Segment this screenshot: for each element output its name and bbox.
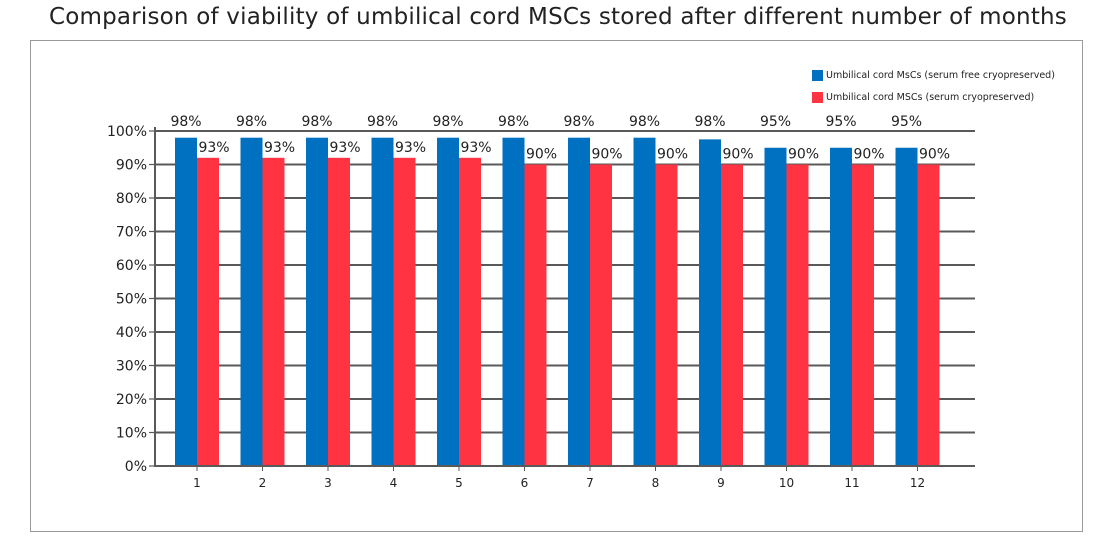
data-label-serum: 90% xyxy=(788,147,819,163)
x-tick-label: 9 xyxy=(717,476,725,490)
legend-label-serum: Umbilical cord MSCs (serum cryopreserved… xyxy=(826,92,1035,103)
x-tick-label: 4 xyxy=(390,476,398,490)
bar-serum xyxy=(655,164,678,466)
data-label-serum-free: 95% xyxy=(825,114,856,130)
data-label-serum-free: 95% xyxy=(760,114,791,130)
data-label-serum-free: 98% xyxy=(432,114,463,130)
data-label-serum-free: 98% xyxy=(694,114,725,130)
bar-serum xyxy=(197,157,219,467)
data-label-serum: 90% xyxy=(526,147,557,163)
bar-serum xyxy=(721,164,743,466)
bar-serum-free xyxy=(175,137,197,466)
bar-serum-free xyxy=(633,137,656,466)
y-tick-label: 0% xyxy=(125,459,147,475)
bar-serum-free xyxy=(306,137,328,466)
data-label-serum: 93% xyxy=(264,140,295,156)
y-tick-label: 50% xyxy=(116,292,147,308)
data-label-serum: 90% xyxy=(591,147,622,163)
bar-serum-free xyxy=(437,137,459,466)
bar-serum xyxy=(459,157,481,467)
x-tick-label: 7 xyxy=(586,476,594,490)
legend-item-serum-free: Umbilical cord MsCs (serum free cryopres… xyxy=(812,66,1055,85)
x-tick-label: 3 xyxy=(324,476,332,490)
data-label-serum: 90% xyxy=(919,147,950,163)
bar-serum-free xyxy=(240,137,263,466)
data-label-serum: 93% xyxy=(395,140,426,156)
data-label-serum: 93% xyxy=(198,140,229,156)
chart-title: Comparison of viability of umbilical cor… xyxy=(49,4,1067,30)
y-tick-label: 60% xyxy=(116,258,147,274)
legend-item-serum: Umbilical cord MSCs (serum cryopreserved… xyxy=(812,88,1055,107)
data-label-serum-free: 98% xyxy=(170,114,201,130)
bar-serum-free xyxy=(502,137,525,466)
y-tick-label: 30% xyxy=(116,359,147,375)
bar-serum-free xyxy=(830,147,852,466)
bar-serum-free xyxy=(764,147,787,466)
legend-swatch-serum-free xyxy=(812,70,823,81)
y-tick-label: 90% xyxy=(116,158,147,174)
data-label-serum-free: 98% xyxy=(563,114,594,130)
x-tick-label: 12 xyxy=(910,476,925,490)
data-label-serum: 93% xyxy=(460,140,491,156)
data-label-serum-free: 98% xyxy=(498,114,529,130)
x-tick-label: 11 xyxy=(844,476,859,490)
y-tick-label: 100% xyxy=(107,124,147,140)
bar-serum xyxy=(328,157,350,467)
legend-swatch-serum xyxy=(812,92,823,103)
y-tick-label: 80% xyxy=(116,191,147,207)
bar-serum xyxy=(590,164,612,466)
x-tick-label: 8 xyxy=(652,476,660,490)
bar-serum xyxy=(524,164,547,466)
data-label-serum-free: 98% xyxy=(367,114,398,130)
x-tick-label: 10 xyxy=(779,476,794,490)
chart-frame xyxy=(30,40,1083,532)
bar-serum-free xyxy=(371,137,394,466)
data-label-serum-free: 95% xyxy=(891,114,922,130)
bar-serum xyxy=(852,164,874,466)
data-label-serum-free: 98% xyxy=(301,114,332,130)
data-label-serum: 93% xyxy=(329,140,360,156)
y-tick-label: 40% xyxy=(116,325,147,341)
y-tick-label: 20% xyxy=(116,392,147,408)
bar-serum xyxy=(917,164,940,466)
data-label-serum: 90% xyxy=(853,147,884,163)
legend-label-serum-free: Umbilical cord MsCs (serum free cryopres… xyxy=(826,70,1055,81)
y-tick-label: 70% xyxy=(116,225,147,241)
x-tick-label: 2 xyxy=(259,476,267,490)
bar-serum xyxy=(262,157,285,467)
data-label-serum: 90% xyxy=(657,147,688,163)
bar-serum-free xyxy=(699,139,721,466)
y-tick-label: 10% xyxy=(116,426,147,442)
x-tick-label: 5 xyxy=(455,476,463,490)
data-label-serum-free: 98% xyxy=(236,114,267,130)
bar-serum xyxy=(786,164,809,466)
x-tick-label: 1 xyxy=(193,476,201,490)
x-tick-label: 6 xyxy=(521,476,529,490)
bar-serum xyxy=(393,157,416,467)
data-label-serum: 90% xyxy=(722,147,753,163)
chart-legend: Umbilical cord MsCs (serum free cryopres… xyxy=(812,66,1055,110)
data-label-serum-free: 98% xyxy=(629,114,660,130)
bar-serum-free xyxy=(568,137,590,466)
bar-serum-free xyxy=(895,147,918,466)
